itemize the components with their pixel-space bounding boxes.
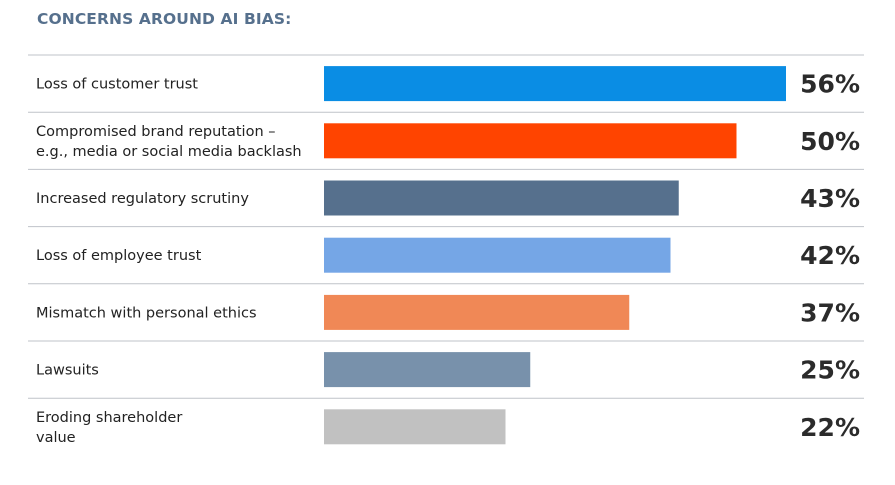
category-label: Compromised brand reputation – e.g., medi… (36, 124, 302, 160)
bar (324, 66, 786, 102)
category-label: Mismatch with personal ethics (36, 305, 257, 321)
category-label: Loss of customer trust (36, 77, 198, 93)
value-label: 42% (800, 241, 860, 270)
value-label: 25% (800, 356, 860, 385)
category-label: Eroding shareholder value (36, 410, 182, 446)
category-label: Loss of employee trust (36, 248, 202, 264)
value-label: 22% (800, 413, 860, 442)
bar (324, 180, 679, 216)
value-label: 37% (800, 298, 860, 327)
category-label: Lawsuits (36, 363, 99, 379)
value-label: 50% (800, 127, 860, 156)
bar (324, 352, 531, 388)
bar (324, 409, 506, 445)
chart-title: CONCERNS AROUND AI BIAS: (37, 10, 292, 28)
bar (324, 294, 630, 330)
bar (324, 123, 737, 159)
bar (324, 237, 671, 273)
value-label: 43% (800, 184, 860, 213)
value-label: 56% (800, 70, 860, 99)
category-label: Increased regulatory scrutiny (36, 191, 249, 207)
